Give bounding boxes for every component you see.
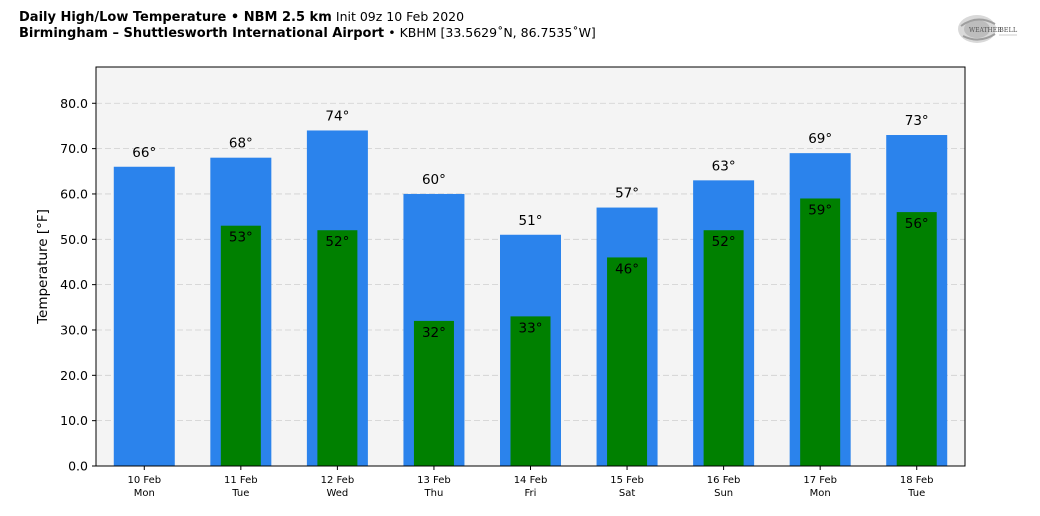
x-tick-day: Thu bbox=[424, 488, 444, 499]
x-tick-date: 15 Feb bbox=[610, 475, 644, 486]
low-temp-bar bbox=[896, 212, 937, 466]
low-temp-label: 33° bbox=[519, 320, 543, 336]
low-temp-bar bbox=[220, 225, 261, 466]
chart-header: Daily High/Low Temperature • NBM 2.5 km … bbox=[19, 9, 596, 41]
logo-text-right: BELL bbox=[999, 26, 1018, 34]
y-tick-label: 40.0 bbox=[60, 277, 88, 292]
low-temp-label: 56° bbox=[905, 216, 929, 232]
init-time: Init 09z 10 Feb 2020 bbox=[335, 9, 465, 24]
low-temp-label: 32° bbox=[422, 325, 446, 341]
plot-frame bbox=[95, 66, 966, 467]
x-tick-day: Mon bbox=[134, 488, 155, 499]
high-temp-label: 51° bbox=[519, 213, 543, 229]
x-tick-date: 10 Feb bbox=[127, 475, 161, 486]
high-temp-label: 57° bbox=[615, 186, 639, 202]
x-tick-day: Sun bbox=[714, 488, 733, 499]
low-temp-label: 52° bbox=[325, 234, 349, 250]
low-temp-bar bbox=[703, 230, 744, 466]
title-line: Daily High/Low Temperature • NBM 2.5 km … bbox=[19, 9, 596, 25]
x-tick-date: 12 Feb bbox=[321, 475, 355, 486]
y-tick-label: 60.0 bbox=[60, 186, 88, 201]
y-tick-label: 10.0 bbox=[60, 413, 88, 428]
y-axis-label: Temperature [°F] bbox=[35, 209, 51, 325]
x-tick-date: 13 Feb bbox=[417, 475, 451, 486]
high-temp-label: 68° bbox=[229, 136, 253, 152]
high-temp-label: 66° bbox=[132, 145, 156, 161]
low-temp-label: 46° bbox=[615, 261, 639, 277]
low-temp-label: 59° bbox=[808, 202, 832, 218]
y-tick-label: 80.0 bbox=[60, 96, 88, 111]
chart-title: Daily High/Low Temperature • NBM 2.5 km bbox=[19, 10, 332, 25]
y-tick-label: 30.0 bbox=[60, 322, 88, 337]
x-tick-date: 16 Feb bbox=[707, 475, 741, 486]
x-tick-date: 11 Feb bbox=[224, 475, 258, 486]
high-temp-label: 73° bbox=[905, 113, 929, 129]
low-temp-label: 52° bbox=[712, 234, 736, 250]
high-temp-label: 74° bbox=[325, 108, 349, 124]
low-temp-bar bbox=[510, 316, 551, 466]
low-temp-label: 53° bbox=[229, 230, 253, 246]
y-tick-label: 50.0 bbox=[60, 232, 88, 247]
x-tick-day: Wed bbox=[326, 488, 348, 499]
low-temp-bar bbox=[317, 230, 358, 466]
y-tick-label: 0.0 bbox=[68, 459, 88, 474]
x-tick-day: Tue bbox=[231, 488, 249, 499]
low-temp-bar bbox=[800, 198, 841, 466]
location-line: Birmingham – Shuttlesworth International… bbox=[19, 25, 596, 41]
y-tick-label: 20.0 bbox=[60, 368, 88, 383]
high-temp-bar bbox=[113, 166, 175, 466]
x-tick-day: Mon bbox=[810, 488, 831, 499]
x-tick-day: Tue bbox=[907, 488, 925, 499]
location-detail: • KBHM [33.5629˚N, 86.7535˚W] bbox=[388, 25, 596, 40]
x-tick-date: 17 Feb bbox=[803, 475, 837, 486]
low-temp-bar bbox=[607, 257, 648, 466]
x-tick-day: Fri bbox=[525, 488, 537, 499]
x-tick-date: 14 Feb bbox=[514, 475, 548, 486]
location-name: Birmingham – Shuttlesworth International… bbox=[19, 26, 385, 41]
x-tick-date: 18 Feb bbox=[900, 475, 934, 486]
high-temp-label: 69° bbox=[808, 131, 832, 147]
high-temp-label: 60° bbox=[422, 172, 446, 188]
weatherbell-logo-icon: WEATHER BELL bbox=[958, 15, 1018, 43]
y-tick-label: 70.0 bbox=[60, 141, 88, 156]
logo-text-left: WEATHER bbox=[969, 27, 1002, 34]
x-tick-day: Sat bbox=[619, 488, 635, 499]
high-temp-label: 63° bbox=[712, 158, 736, 174]
low-temp-bar bbox=[413, 320, 454, 466]
